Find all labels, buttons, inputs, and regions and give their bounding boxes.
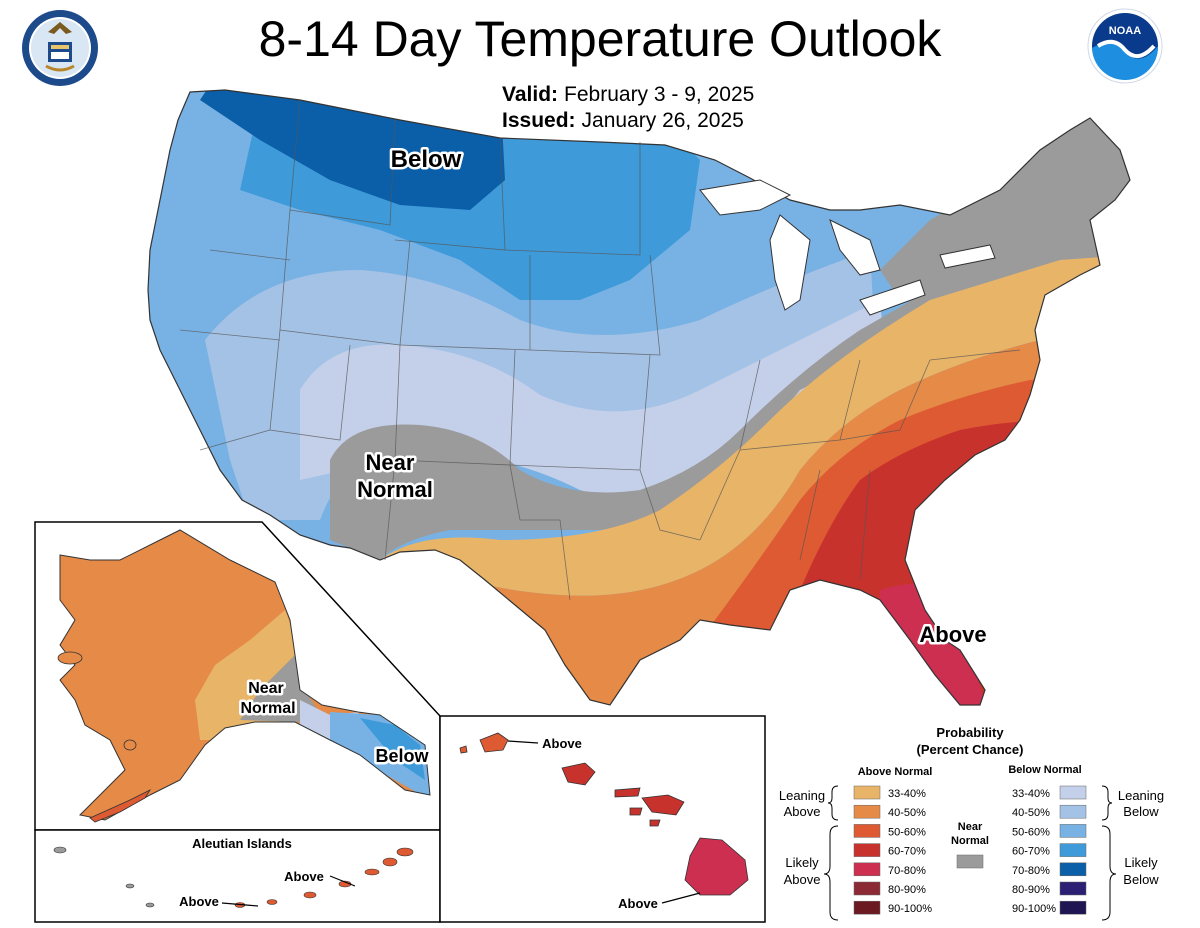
legend-below-swatch-6 [1059, 900, 1087, 915]
legend-above-swatch-2 [853, 824, 881, 838]
legend-below-bin-label-1: 40-50% [1012, 807, 1050, 819]
aleutian-above-label-2: Above [179, 894, 219, 909]
legend-above-swatch-4 [853, 862, 881, 877]
legend-above-bin-label-3: 60-70% [888, 846, 926, 858]
legend-brace-leaning-above [827, 785, 839, 821]
legend-above-swatch-3 [853, 843, 881, 857]
legend-title-1: Probability [936, 725, 1004, 740]
legend-below-swatch-4 [1059, 862, 1087, 877]
legend-below-header: Below Normal [1008, 764, 1081, 776]
legend: Probability (Percent Chance) Above Norma… [779, 725, 1164, 921]
legend-likely-below-2: Below [1123, 872, 1159, 887]
legend-near-header-1: Near [958, 821, 983, 833]
legend-brace-likely-above [823, 825, 839, 921]
conus-outline [147, 89, 1131, 706]
ak-island [57, 651, 83, 665]
aleutian-title: Aleutian Islands [192, 836, 292, 851]
legend-above-swatch-0 [853, 785, 881, 800]
legend-above-bin-label-1: 40-50% [888, 807, 926, 819]
conus-normal-label: Normal [357, 477, 433, 502]
legend-leaning-above-1: Leaning [779, 788, 825, 803]
legend-above-swatch-5 [853, 881, 881, 896]
legend-below-swatch-5 [1059, 881, 1087, 896]
legend-above-bin-label-0: 33-40% [888, 788, 926, 800]
alaska-below-label: Below [375, 746, 429, 766]
legend-leaning-above-2: Above [784, 804, 821, 819]
legend-above-bin-label-6: 90-100% [888, 903, 932, 915]
legend-brace-likely-below [1101, 825, 1117, 921]
legend-near-header-2: Normal [951, 835, 989, 847]
issued-date: January 26, 2025 [581, 109, 744, 132]
conus-above-label: Above [919, 622, 986, 647]
legend-leaning-below-2: Below [1123, 804, 1159, 819]
state-boundaries [179, 99, 1021, 601]
valid-line: Valid: February 3 - 9, 2025 [502, 83, 754, 107]
legend-above-bin-label-4: 70-80% [888, 865, 926, 877]
legend-below-bin-label-4: 70-80% [1012, 865, 1050, 877]
legend-below-swatches: 33-40% 40-50% 50-60% 60-70% 70-80% 80-90% 90-1… [1012, 785, 1087, 915]
legend-below-swatch-2 [1059, 824, 1087, 838]
great-lakes [699, 179, 996, 316]
legend-below-swatch-0 [1059, 785, 1087, 800]
legend-below-swatch-3 [1059, 843, 1087, 857]
hawaii-pointer-1 [507, 740, 539, 744]
legend-above-swatch-6 [853, 900, 881, 915]
conus-near-label: Near [366, 450, 415, 475]
legend-below-bin-label-3: 60-70% [1012, 846, 1050, 858]
aleutian-islands [234, 847, 414, 908]
conus-below-label: Below [391, 146, 462, 173]
noaa-logo: NOAA [1087, 8, 1163, 84]
aleutian-above-label-1: Above [284, 869, 324, 884]
legend-above-bin-label-5: 80-90% [888, 884, 926, 896]
legend-above-swatches: 33-40% 40-50% 50-60% 60-70% 70-80% 80-90% 90-1… [853, 785, 932, 915]
legend-above-swatch-1 [853, 804, 881, 819]
commerce-seal-logo [22, 10, 98, 86]
hawaii-pointer-2 [661, 892, 701, 904]
page-title: 8-14 Day Temperature Outlook [258, 11, 942, 67]
aleutian-pointer-2 [221, 902, 259, 907]
hawaii-above-label-2: Above [618, 896, 658, 911]
ak-island [123, 739, 137, 751]
noaa-logo-text: NOAA [1109, 25, 1141, 37]
legend-likely-below-1: Likely [1124, 855, 1158, 870]
legend-above-bin-label-2: 50-60% [888, 826, 926, 838]
legend-below-swatch-1 [1059, 804, 1087, 819]
legend-likely-above-2: Above [784, 872, 821, 887]
legend-near-swatch [956, 854, 984, 869]
ak-peninsula-tip [89, 789, 152, 823]
alaska-outline [59, 529, 431, 821]
hawaii-above-label-1: Above [542, 736, 582, 751]
legend-title-2: (Percent Chance) [917, 742, 1024, 757]
issued-line: Issued: January 26, 2025 [502, 109, 744, 133]
legend-below-bin-label-6: 90-100% [1012, 903, 1056, 915]
legend-below-bin-label-5: 80-90% [1012, 884, 1050, 896]
issued-label: Issued: [502, 109, 576, 132]
valid-label: Valid: [502, 83, 559, 106]
legend-brace-leaning-below [1101, 785, 1113, 821]
legend-below-bin-label-0: 33-40% [1012, 788, 1050, 800]
valid-dates: February 3 - 9, 2025 [564, 83, 755, 106]
legend-likely-above-1: Likely [785, 855, 819, 870]
aleutian-west-islands [53, 846, 155, 908]
hawaii-islands [459, 732, 749, 896]
legend-below-bin-label-2: 50-60% [1012, 826, 1050, 838]
alaska-normal-label: Normal [240, 700, 295, 717]
aleutian-pointer-1 [329, 875, 356, 887]
legend-leaning-below-1: Leaning [1118, 788, 1164, 803]
alaska-near-label: Near [248, 680, 284, 697]
legend-above-header: Above Normal [858, 766, 933, 778]
